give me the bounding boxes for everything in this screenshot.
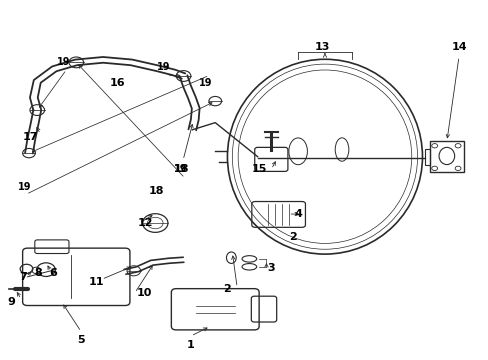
Text: 2: 2 [289, 232, 297, 242]
Text: 9: 9 [7, 297, 15, 307]
Text: 19: 19 [18, 182, 32, 192]
Text: 7: 7 [19, 272, 26, 282]
Text: 14: 14 [450, 42, 466, 52]
Text: 16: 16 [110, 78, 125, 88]
Text: 6: 6 [49, 268, 57, 278]
Text: 19: 19 [198, 78, 212, 88]
Text: 13: 13 [314, 42, 329, 52]
Text: 1: 1 [186, 340, 194, 350]
Text: 17: 17 [22, 132, 38, 142]
Text: 18: 18 [149, 186, 164, 196]
Text: 8: 8 [35, 268, 42, 278]
Text: 3: 3 [267, 263, 275, 273]
Text: 5: 5 [77, 334, 85, 345]
Text: 4: 4 [294, 209, 302, 219]
Text: 18: 18 [173, 164, 188, 174]
Text: 10: 10 [137, 288, 152, 298]
Text: 19: 19 [57, 57, 71, 67]
Text: 19: 19 [157, 62, 170, 72]
Text: 19: 19 [174, 164, 187, 174]
Text: 2: 2 [223, 284, 231, 294]
Text: 12: 12 [137, 218, 152, 228]
Text: 15: 15 [251, 164, 266, 174]
Text: 11: 11 [89, 277, 104, 287]
